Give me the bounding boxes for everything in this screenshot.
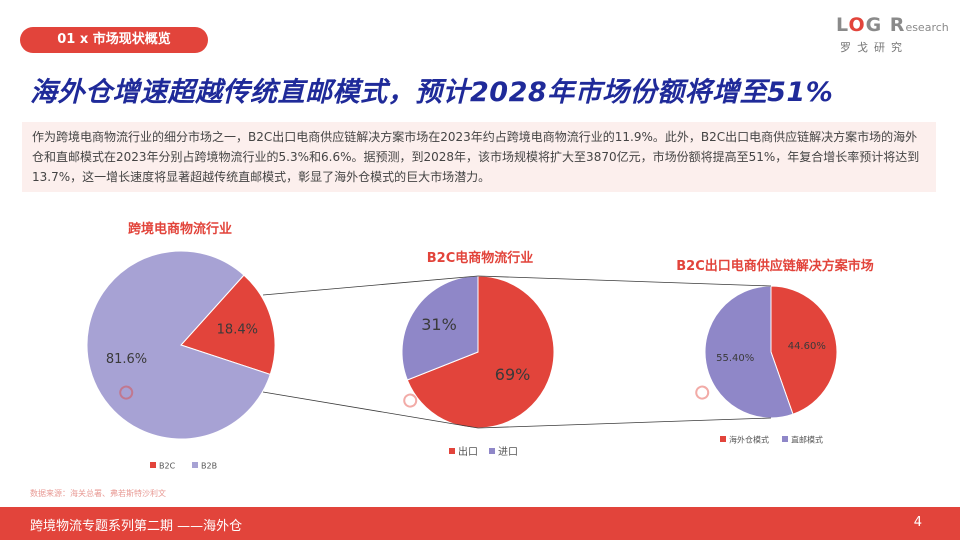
- pie-label-1-0: 69%: [495, 365, 531, 384]
- legend-swatch-0-0: [150, 462, 156, 468]
- connector-line-1: [262, 391, 479, 429]
- pie-label-0-0: 18.4%: [217, 323, 258, 338]
- legend-label-0-0: B2C: [159, 462, 176, 471]
- chart-title-industry: 跨境电商物流行业: [127, 222, 232, 237]
- legend-swatch-2-0: [720, 436, 726, 442]
- pie-slice-2-1: [704, 285, 794, 419]
- pie-slice-1-0: [406, 275, 555, 429]
- pie-slice-0-0: [180, 274, 276, 376]
- legend-label-1-0: 出口: [458, 445, 478, 458]
- pie-label-0-1: 81.6%: [106, 352, 147, 367]
- legend-label-2-0: 海外仓模式: [729, 435, 769, 445]
- page-title: 海外仓增速超越传统直邮模式，预计2028年市场份额将增至51%: [30, 77, 834, 108]
- logo-wordmark: LOG Research: [836, 14, 949, 36]
- logo: LOG Research 罗戈研究: [836, 14, 949, 56]
- watermark-logo: [403, 393, 418, 408]
- connector-line-3: [477, 417, 772, 429]
- chart-title-solution: B2C出口电商供应链解决方案市场: [676, 259, 874, 274]
- connector-line-0: [262, 275, 479, 296]
- watermark-logo: [695, 385, 710, 400]
- chart-title-b2c: B2C电商物流行业: [426, 251, 534, 266]
- intro-paragraph: 作为跨境电商物流行业的细分市场之一，B2C出口电商供应链解决方案市场在2023年…: [22, 122, 936, 192]
- pie-label-2-1: 55.40%: [716, 353, 754, 364]
- pie-label-2-0: 44.60%: [788, 341, 826, 352]
- legend-swatch-0-1: [192, 462, 198, 468]
- legend-swatch-2-1: [782, 436, 788, 442]
- pie-slice-2-0: [770, 285, 838, 415]
- legend-label-0-1: B2B: [201, 462, 217, 471]
- legend-label-2-1: 直邮模式: [791, 435, 823, 445]
- page-number: 4: [913, 515, 922, 530]
- footer-bar: 跨境物流专题系列第二期 ——海外仓 4: [0, 507, 960, 540]
- footer-series-title: 跨境物流专题系列第二期 ——海外仓: [30, 519, 243, 534]
- pie-label-1-1: 31%: [421, 315, 457, 334]
- legend-label-1-1: 进口: [498, 446, 518, 458]
- pie-slice-0-1: [86, 250, 271, 440]
- data-source-note: 数据来源：海关总署、弗若斯特沙利文: [30, 489, 166, 498]
- legend-swatch-1-1: [489, 448, 495, 454]
- logo-subtitle: 罗戈研究: [840, 41, 908, 54]
- connector-line-2: [477, 275, 772, 287]
- section-tag: 01 x 市场现状概览: [20, 27, 208, 53]
- watermark-logo: [119, 385, 134, 400]
- legend-swatch-1-0: [449, 448, 455, 454]
